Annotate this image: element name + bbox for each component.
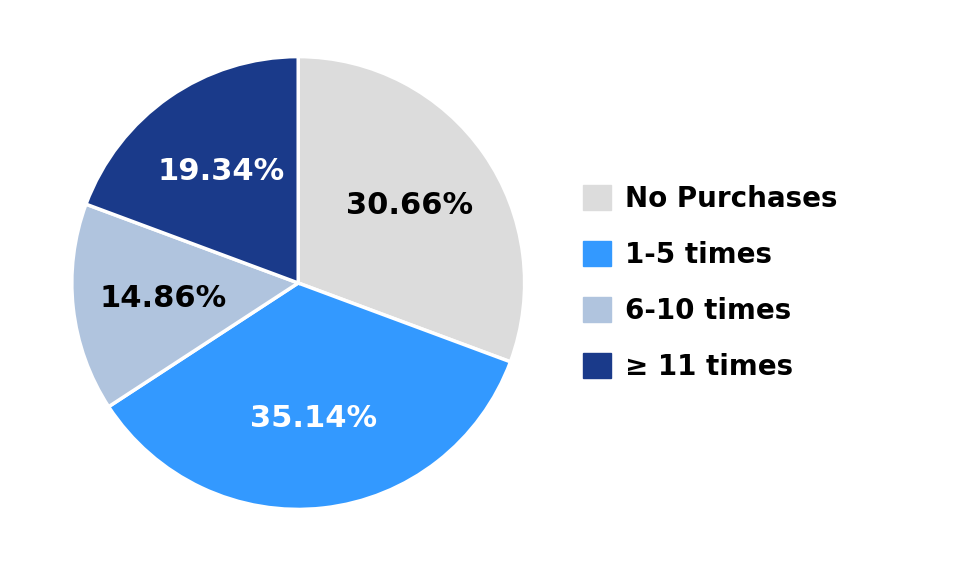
Text: 19.34%: 19.34% (157, 157, 284, 186)
Wedge shape (109, 283, 510, 509)
Text: 14.86%: 14.86% (100, 284, 227, 312)
Legend: No Purchases, 1-5 times, 6-10 times, ≥ 11 times: No Purchases, 1-5 times, 6-10 times, ≥ 1… (571, 174, 848, 392)
Wedge shape (86, 57, 298, 283)
Text: 35.14%: 35.14% (250, 404, 377, 432)
Wedge shape (298, 57, 524, 362)
Text: 30.66%: 30.66% (346, 191, 473, 220)
Wedge shape (72, 204, 298, 407)
